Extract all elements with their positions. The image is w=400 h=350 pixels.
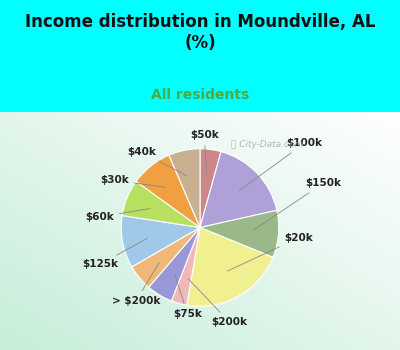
Wedge shape	[132, 228, 200, 287]
Text: $30k: $30k	[100, 175, 165, 187]
Wedge shape	[121, 216, 200, 267]
Text: $100k: $100k	[239, 139, 322, 191]
Text: > $200k: > $200k	[112, 262, 160, 306]
Text: $125k: $125k	[82, 238, 147, 269]
Wedge shape	[200, 210, 279, 257]
Text: $75k: $75k	[173, 274, 202, 318]
Text: All residents: All residents	[151, 88, 249, 102]
Text: $40k: $40k	[127, 147, 187, 176]
Wedge shape	[187, 228, 273, 306]
Wedge shape	[169, 149, 200, 228]
Wedge shape	[200, 152, 277, 228]
Wedge shape	[136, 155, 200, 228]
Wedge shape	[122, 181, 200, 228]
Text: $60k: $60k	[85, 209, 150, 222]
Text: Income distribution in Moundville, AL
(%): Income distribution in Moundville, AL (%…	[25, 13, 375, 52]
Text: $20k: $20k	[227, 233, 313, 271]
Text: $50k: $50k	[190, 130, 218, 174]
Wedge shape	[200, 149, 221, 228]
Text: $150k: $150k	[253, 178, 341, 230]
Wedge shape	[149, 228, 200, 301]
Text: $200k: $200k	[188, 279, 247, 327]
Wedge shape	[172, 228, 200, 305]
Text: ⓘ City-Data.com: ⓘ City-Data.com	[232, 140, 304, 149]
